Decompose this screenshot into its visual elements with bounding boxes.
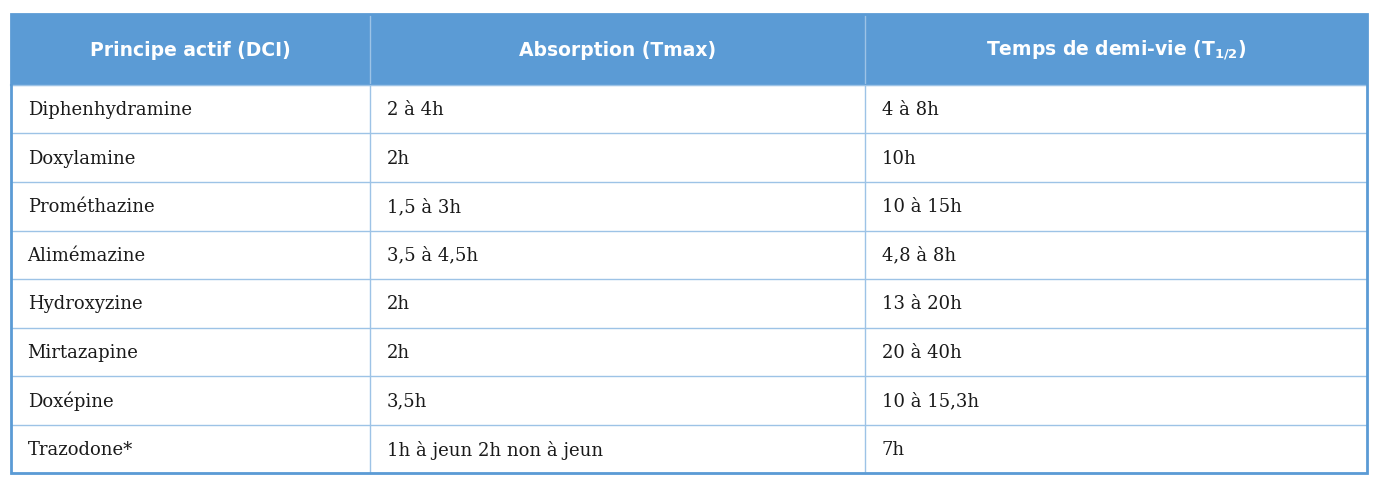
Text: 10 à 15h: 10 à 15h: [882, 198, 962, 216]
Text: Temps de demi-vie ($\mathbf{T_{1/2}}$): Temps de demi-vie ($\mathbf{T_{1/2}}$): [987, 38, 1246, 62]
Text: 10h: 10h: [882, 149, 916, 167]
Text: 2 à 4h: 2 à 4h: [387, 101, 444, 119]
Text: 13 à 20h: 13 à 20h: [882, 295, 962, 313]
Text: 3,5h: 3,5h: [387, 392, 427, 409]
Text: 2h: 2h: [387, 295, 411, 313]
Text: Prométhazine: Prométhazine: [28, 198, 154, 216]
Text: Hydroxyzine: Hydroxyzine: [28, 295, 142, 313]
Text: Mirtazapine: Mirtazapine: [28, 343, 138, 361]
Text: Principe actif (DCI): Principe actif (DCI): [91, 41, 291, 60]
Text: Doxylamine: Doxylamine: [28, 149, 135, 167]
Text: 2h: 2h: [387, 343, 411, 361]
Text: Absorption (Tmax): Absorption (Tmax): [520, 41, 717, 60]
Text: 4 à 8h: 4 à 8h: [882, 101, 938, 119]
Text: 1,5 à 3h: 1,5 à 3h: [387, 198, 462, 216]
Text: Doxépine: Doxépine: [28, 391, 113, 410]
Text: Trazodone*: Trazodone*: [28, 440, 132, 458]
Text: Alimémazine: Alimémazine: [28, 246, 146, 264]
Text: Diphenhydramine: Diphenhydramine: [28, 101, 192, 119]
Text: 2h: 2h: [387, 149, 411, 167]
Text: 3,5 à 4,5h: 3,5 à 4,5h: [387, 246, 478, 264]
Text: 7h: 7h: [882, 440, 905, 458]
Text: 1h à jeun 2h non à jeun: 1h à jeun 2h non à jeun: [387, 440, 604, 459]
Text: 10 à 15,3h: 10 à 15,3h: [882, 392, 978, 409]
Text: 20 à 40h: 20 à 40h: [882, 343, 962, 361]
Text: 4,8 à 8h: 4,8 à 8h: [882, 246, 956, 264]
